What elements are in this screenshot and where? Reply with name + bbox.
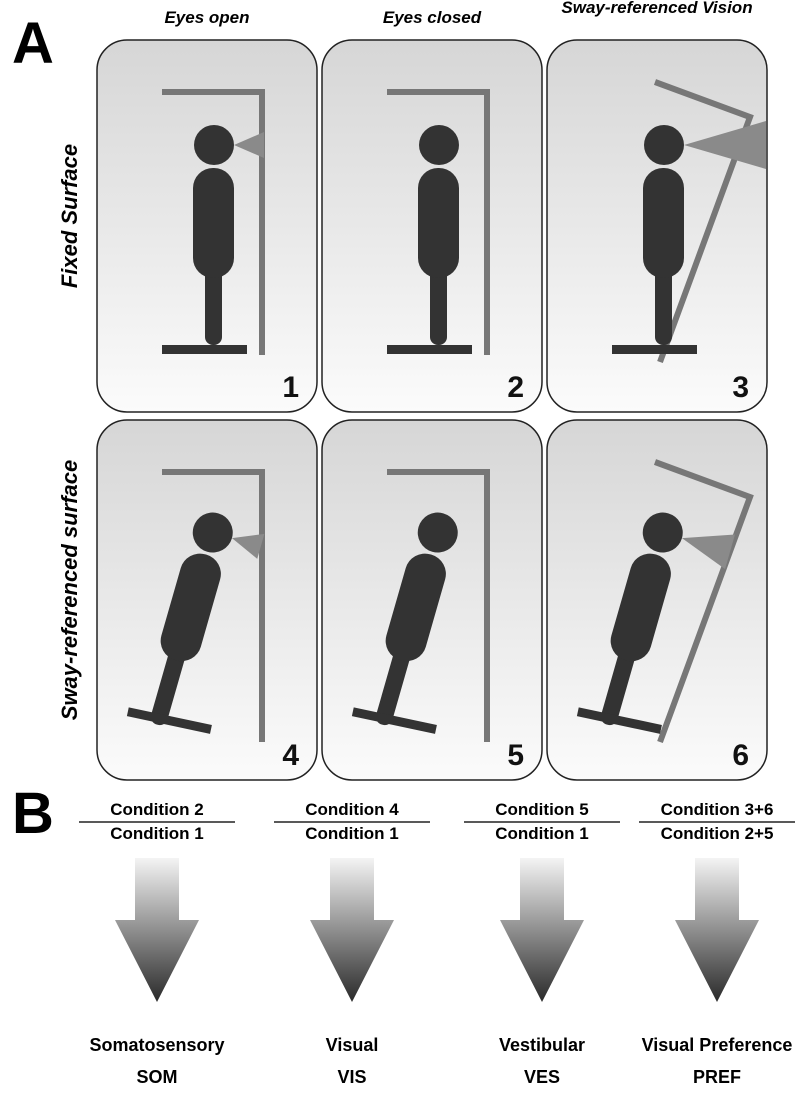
numerator: Condition 3+6 (660, 800, 774, 819)
platform (576, 707, 662, 734)
person (418, 125, 459, 345)
visual-surround (387, 469, 490, 742)
visual-surround (653, 459, 754, 744)
head (194, 125, 234, 165)
arrow (115, 858, 199, 1002)
condition-number: 2 (507, 371, 524, 404)
cell: 4 (96, 419, 318, 781)
visual-surround (162, 469, 265, 742)
visual-surround (653, 79, 754, 364)
denominator: Condition 1 (110, 824, 204, 843)
numerator: Condition 5 (495, 800, 589, 819)
cell: 3 (546, 39, 768, 413)
arrow (675, 858, 759, 1002)
numerator: Condition 4 (305, 800, 399, 819)
condition-number: 5 (507, 739, 524, 772)
torso (418, 168, 459, 278)
platform (351, 707, 437, 734)
column-header: Eyes open (164, 8, 250, 27)
cell: 1 (96, 39, 318, 413)
person (375, 512, 458, 726)
person (643, 121, 766, 345)
gaze-cone (234, 132, 264, 158)
measure: Vestibular (498, 1035, 586, 1055)
condition-number: 6 (732, 739, 749, 772)
person (600, 512, 735, 726)
column-header: Eyes closed (382, 8, 482, 27)
visual-surround (162, 89, 265, 355)
gaze-cone (231, 533, 265, 559)
head (417, 512, 458, 553)
denominator: Condition 1 (495, 824, 589, 843)
visual-surround (387, 89, 490, 355)
abbreviation: SOM (136, 1067, 178, 1087)
torso (643, 168, 684, 278)
head (642, 512, 683, 553)
leg (205, 260, 222, 345)
row-header: Sway-referenced surface (57, 459, 82, 721)
denominator: Condition 1 (305, 824, 399, 843)
leg (375, 642, 412, 726)
row-header: Fixed Surface (57, 143, 82, 289)
torso (385, 553, 446, 662)
cell: 5 (321, 419, 543, 781)
head (419, 125, 459, 165)
arrow (500, 858, 584, 1002)
torso (610, 553, 671, 662)
denominator: Condition 2+5 (660, 824, 774, 843)
leg (150, 642, 187, 726)
gaze-cone (681, 534, 735, 570)
leg (430, 260, 447, 345)
column-header: Sway-referenced Vision (561, 0, 753, 17)
condition-number: 1 (282, 371, 299, 404)
arrow (310, 858, 394, 1002)
measure: Visual (325, 1035, 379, 1055)
abbreviation: PREF (692, 1067, 741, 1087)
measure: Somatosensory (89, 1035, 225, 1055)
cell: 6 (546, 419, 768, 781)
leg (600, 642, 637, 726)
cell: 2 (321, 39, 543, 413)
torso (193, 168, 234, 278)
panel-label: B (12, 781, 54, 846)
head (644, 125, 684, 165)
panel-label: A (12, 11, 54, 76)
torso (160, 553, 221, 662)
platform (612, 345, 697, 354)
gaze-cone (684, 121, 766, 169)
condition-number: 3 (732, 371, 749, 404)
platform (126, 707, 212, 734)
person (150, 512, 265, 726)
head (192, 512, 233, 553)
measure: Visual Preference (641, 1035, 793, 1055)
abbreviation: VIS (337, 1067, 367, 1087)
leg (655, 260, 672, 345)
numerator: Condition 2 (110, 800, 204, 819)
person (193, 125, 264, 345)
condition-number: 4 (282, 739, 299, 772)
abbreviation: VES (523, 1067, 561, 1087)
platform (162, 345, 247, 354)
platform (387, 345, 472, 354)
